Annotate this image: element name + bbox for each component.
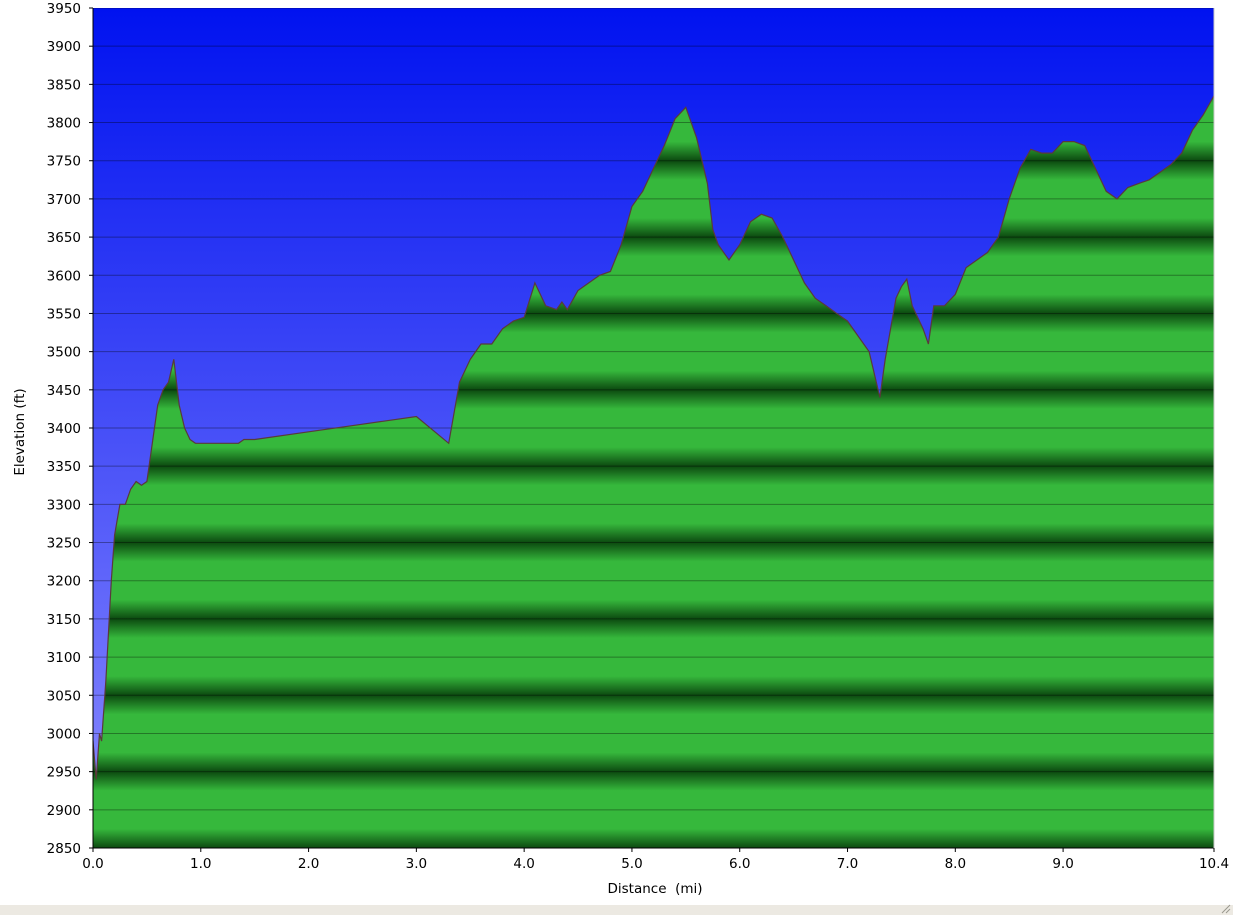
y-tick-label: 3600 (47, 268, 81, 284)
y-tick-label: 3750 (47, 154, 81, 170)
y-tick-label: 3150 (47, 612, 81, 628)
y-tick-label: 3450 (47, 383, 81, 399)
y-tick-label: 3250 (47, 536, 81, 552)
y-tick-label: 3300 (47, 497, 81, 513)
y-tick-label: 3900 (47, 39, 81, 55)
y-tick-label: 3550 (47, 306, 81, 322)
x-tick-label: 6.0 (729, 856, 750, 872)
y-tick-label: 3000 (47, 726, 81, 742)
x-axis-ticks: 0.0 1.0 2.0 3.0 4.0 5.0 6.0 7.0 8.0 9.0 10.4 (82, 848, 1229, 872)
y-tick-label: 3850 (47, 77, 81, 93)
x-tick-label: 4.0 (513, 856, 534, 872)
y-axis-ticks: 2850 2900 2950 3000 3050 3100 3150 3200 3250 3300… (47, 1, 93, 857)
x-tick-label: 7.0 (837, 856, 858, 872)
y-tick-label: 3350 (47, 459, 81, 475)
y-tick-label: 3650 (47, 230, 81, 246)
gridlines (93, 8, 1214, 848)
x-tick-label: 9.0 (1052, 856, 1073, 872)
x-axis-title: Distance (mi) (607, 881, 702, 897)
x-tick-label: 3.0 (406, 856, 427, 872)
y-tick-label: 3700 (47, 192, 81, 208)
y-axis-title: Elevation (ft) (12, 388, 28, 475)
x-tick-label: 10.4 (1199, 856, 1229, 872)
y-tick-label: 3400 (47, 421, 81, 437)
elevation-area (93, 95, 1214, 848)
y-tick-label: 3100 (47, 650, 81, 666)
elevation-profile-line (93, 95, 1214, 780)
status-strip (0, 905, 1233, 915)
y-tick-label: 3200 (47, 574, 81, 590)
y-tick-label: 2900 (47, 803, 81, 819)
resize-grip-icon[interactable] (1219, 902, 1231, 914)
y-tick-label: 2850 (47, 841, 81, 857)
x-tick-label: 8.0 (945, 856, 966, 872)
x-tick-label: 5.0 (621, 856, 642, 872)
x-tick-label: 0.0 (82, 856, 103, 872)
x-tick-label: 1.0 (190, 856, 211, 872)
y-tick-label: 2950 (47, 765, 81, 781)
y-tick-label: 3500 (47, 345, 81, 361)
x-tick-label: 2.0 (298, 856, 319, 872)
y-tick-label: 3950 (47, 1, 81, 17)
y-tick-label: 3800 (47, 116, 81, 132)
y-tick-label: 3050 (47, 688, 81, 704)
